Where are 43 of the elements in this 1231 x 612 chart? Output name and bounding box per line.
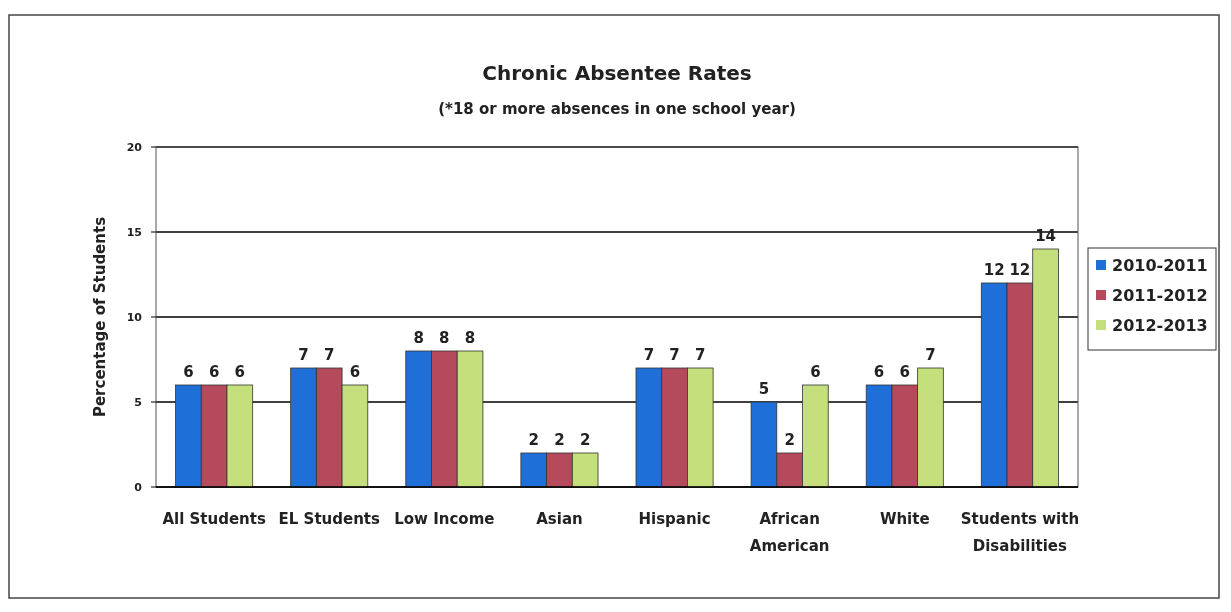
x-tick-label: Students with Disabilities (960, 510, 1080, 555)
chart-subtitle: (*18 or more absences in one school year) (438, 100, 796, 118)
data-label: 2 (579, 431, 591, 449)
data-label: 6 (810, 363, 821, 381)
data-label: 5 (758, 380, 770, 398)
data-label: 7 (925, 346, 936, 364)
data-label: 6 (208, 363, 220, 381)
x-tick-label: Asian (536, 510, 583, 528)
y-tick-label: 15 (126, 226, 142, 239)
legend-label: 2010-2011 (1112, 256, 1208, 275)
data-label: 14 (1035, 227, 1057, 245)
data-label: 6 (183, 363, 194, 381)
data-label: 6 (873, 363, 885, 381)
legend-label: 2012-2013 (1112, 316, 1208, 335)
y-axis-title: Percentage of Students (91, 216, 109, 418)
data-label: 2 (554, 431, 565, 449)
data-label: 12 (983, 261, 1005, 279)
x-tick-label: All Students (162, 510, 266, 528)
chart-title: Chronic Absentee Rates (482, 61, 752, 85)
y-tick-label: 20 (126, 141, 143, 154)
y-tick-label: 10 (126, 311, 143, 324)
data-label: 7 (669, 346, 680, 364)
data-label: 8 (464, 329, 476, 347)
data-label: 7 (324, 346, 335, 364)
x-tick-label: Low Income (394, 510, 495, 528)
data-label: 6 (349, 363, 361, 381)
legend-label: 2011-2012 (1112, 286, 1208, 305)
x-tick-label: African American (749, 510, 830, 555)
data-label: 7 (643, 346, 655, 364)
y-tick-label: 5 (134, 396, 142, 409)
data-label: 2 (528, 431, 539, 449)
data-label: 8 (439, 329, 450, 347)
data-label: 6 (899, 363, 910, 381)
x-tick-label: EL Students (278, 510, 380, 528)
data-label: 7 (695, 346, 706, 364)
x-tick-label: White (879, 510, 930, 528)
x-tick-label: Hispanic (638, 510, 711, 528)
y-tick-label: 0 (134, 481, 143, 494)
data-label: 6 (234, 363, 246, 381)
data-label: 7 (298, 346, 309, 364)
data-label: 8 (413, 329, 424, 347)
data-label: 2 (784, 431, 795, 449)
data-label: 12 (1009, 261, 1031, 279)
